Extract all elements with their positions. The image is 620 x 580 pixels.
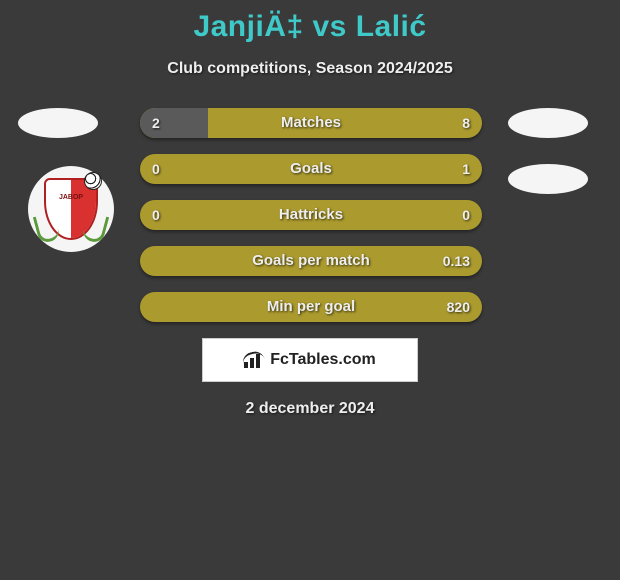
player-avatar-left — [18, 108, 98, 138]
stat-label: Min per goal — [140, 292, 482, 322]
page-subtitle: Club competitions, Season 2024/2025 — [0, 60, 620, 78]
stat-row-matches: 2 Matches 8 — [140, 108, 482, 138]
club-badge-right — [508, 164, 588, 194]
fctables-logo[interactable]: FcTables.com — [202, 338, 418, 382]
stat-value-right: 820 — [447, 292, 470, 322]
stat-bars: 2 Matches 8 0 Goals 1 0 Hattricks 0 Goal… — [140, 108, 482, 322]
stat-row-min-per-goal: Min per goal 820 — [140, 292, 482, 322]
player-avatar-right — [508, 108, 588, 138]
stat-value-right: 0.13 — [443, 246, 470, 276]
stat-label: Hattricks — [140, 200, 482, 230]
date-label: 2 december 2024 — [0, 400, 620, 418]
stat-row-hattricks: 0 Hattricks 0 — [140, 200, 482, 230]
stat-label: Matches — [140, 108, 482, 138]
stats-area: JABOP 2 Matches 8 0 Goals 1 0 Hattricks … — [0, 108, 620, 322]
soccer-ball-icon — [84, 172, 102, 190]
page-title: JanjiÄ‡ vs Lalić — [0, 0, 620, 44]
stat-value-right: 8 — [462, 108, 470, 138]
stat-value-right: 1 — [462, 154, 470, 184]
bar-chart-icon — [244, 352, 264, 368]
stat-value-right: 0 — [462, 200, 470, 230]
stat-label: Goals — [140, 154, 482, 184]
stat-label: Goals per match — [140, 246, 482, 276]
stat-row-goals-per-match: Goals per match 0.13 — [140, 246, 482, 276]
logo-text: FcTables.com — [270, 351, 376, 369]
stat-row-goals: 0 Goals 1 — [140, 154, 482, 184]
club-badge-left-text: JABOP — [46, 194, 96, 201]
club-badge-left: JABOP — [28, 166, 114, 252]
